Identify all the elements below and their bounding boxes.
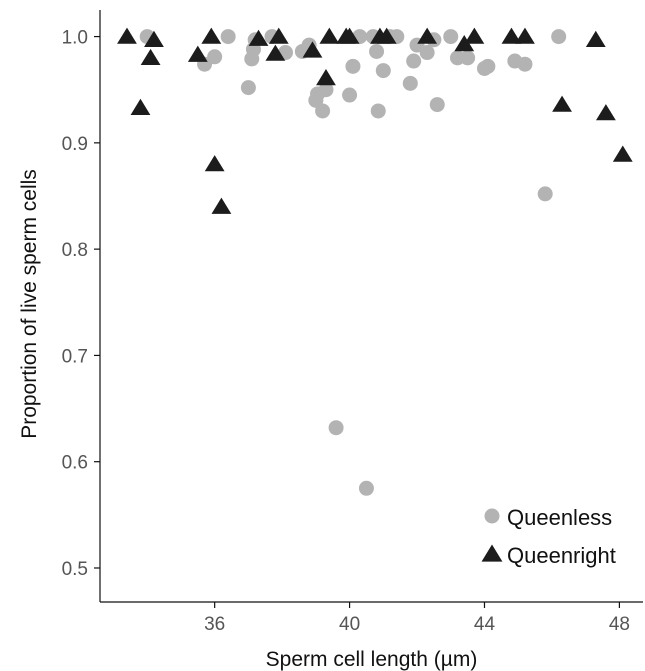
legend: Queenless Queenright xyxy=(481,505,616,568)
queenright-point xyxy=(417,27,438,44)
y-tick-label: 0.5 xyxy=(62,559,88,580)
queenless-point xyxy=(419,45,435,61)
queenless-point xyxy=(406,53,422,69)
queenright-point xyxy=(130,98,151,115)
queenright-point xyxy=(612,145,633,162)
queenless-point xyxy=(370,103,386,119)
queenright-point xyxy=(204,155,225,172)
queenright-point xyxy=(454,35,475,52)
queenless-point xyxy=(429,97,445,113)
queenright-point xyxy=(248,29,269,46)
x-axis-title: Sperm cell length (µm) xyxy=(266,648,478,671)
y-tick-label: 0.7 xyxy=(62,346,88,367)
queenright-point xyxy=(187,45,208,62)
x-tick-label: 36 xyxy=(204,614,225,635)
y-tick-label: 1.0 xyxy=(62,28,88,49)
legend-label-queenless: Queenless xyxy=(507,505,612,530)
queenless-point xyxy=(551,29,567,45)
queenless-point xyxy=(328,420,344,436)
queenless-point xyxy=(480,58,496,74)
y-axis-ticks: 0.5 0.6 0.7 0.8 0.9 1.0 xyxy=(62,28,100,580)
queenless-point xyxy=(220,29,236,45)
queenless-point xyxy=(369,43,385,59)
legend-triangle-icon xyxy=(481,544,503,562)
queenright-point xyxy=(552,95,572,112)
queenless-point xyxy=(345,58,361,74)
queenless-point xyxy=(315,103,331,119)
queenright-point xyxy=(515,27,535,44)
queenright-point xyxy=(316,69,336,86)
queenless-point xyxy=(460,50,476,66)
queenless-point xyxy=(517,56,533,72)
queenright-point xyxy=(339,27,360,44)
queenright-point xyxy=(376,27,397,44)
y-axis-title: Proportion of live sperm cells xyxy=(18,169,41,439)
queenright-point xyxy=(501,27,522,44)
queenright-point xyxy=(302,41,323,58)
queenless-point xyxy=(443,29,459,45)
queenright-point xyxy=(117,27,137,44)
y-tick-label: 0.8 xyxy=(62,240,88,261)
queenless-point xyxy=(240,80,256,96)
x-tick-label: 48 xyxy=(609,614,630,635)
queenright-point xyxy=(140,48,161,66)
queenless-point xyxy=(375,63,391,79)
data-points xyxy=(117,27,633,496)
queenless-point xyxy=(358,480,374,496)
y-tick-label: 0.6 xyxy=(62,453,88,474)
x-tick-label: 40 xyxy=(339,614,360,635)
queenright-point xyxy=(268,27,289,44)
queenless-point xyxy=(537,186,553,202)
queenless-point xyxy=(342,87,358,103)
queenright-point xyxy=(319,27,340,44)
legend-circle-icon xyxy=(484,508,500,524)
queenright-point xyxy=(596,104,616,121)
x-tick-label: 44 xyxy=(474,614,496,635)
legend-label-queenright: Queenright xyxy=(507,543,616,568)
queenright-point xyxy=(144,30,164,47)
queenless-point xyxy=(402,75,418,91)
queenright-point xyxy=(201,27,222,44)
queenless-point xyxy=(318,82,334,98)
queenright-point xyxy=(464,27,485,44)
y-tick-label: 0.9 xyxy=(62,134,88,155)
queenless-point xyxy=(207,49,223,65)
queenright-point xyxy=(211,197,232,214)
x-axis-ticks: 36 40 44 48 xyxy=(204,602,630,635)
queenright-point xyxy=(265,44,286,61)
queenright-point xyxy=(585,30,606,47)
